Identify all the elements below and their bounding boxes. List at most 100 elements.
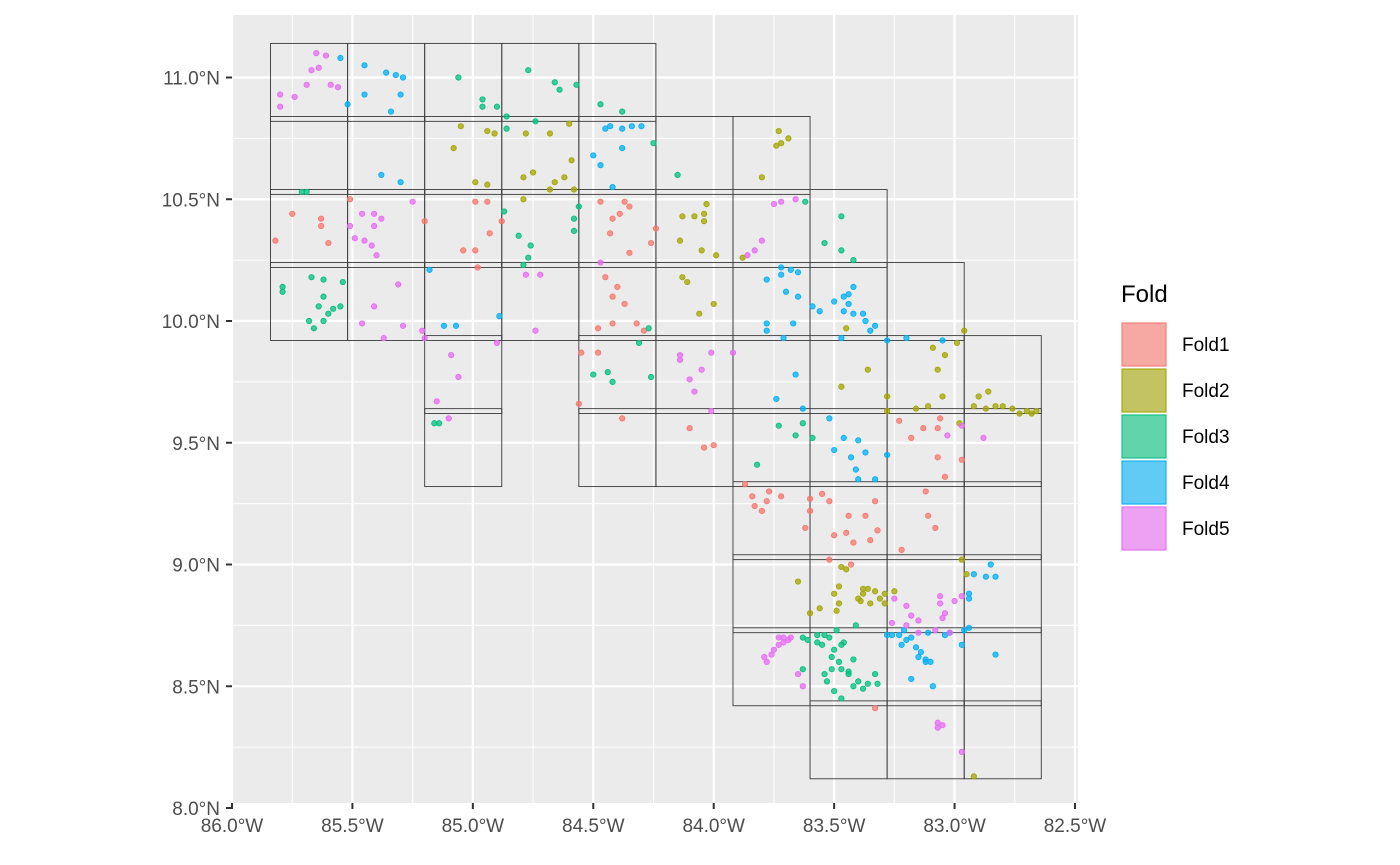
- data-point: [397, 91, 404, 98]
- data-point: [850, 539, 857, 546]
- data-point: [823, 678, 831, 685]
- data-point: [392, 71, 399, 79]
- data-point: [799, 634, 806, 641]
- data-point: [920, 425, 927, 432]
- data-point: [676, 356, 684, 364]
- data-point: [778, 140, 785, 147]
- major-gridlines: [230, 15, 1078, 803]
- data-point: [708, 349, 715, 356]
- spatial-block: [424, 335, 503, 414]
- data-point: [864, 585, 871, 592]
- data-point: [773, 142, 780, 149]
- data-point: [782, 288, 790, 295]
- x-tick-label: 83.5°W: [803, 816, 866, 837]
- data-point: [884, 632, 891, 639]
- data-point: [859, 590, 867, 597]
- data-point: [833, 627, 840, 634]
- data-point: [602, 125, 609, 132]
- data-point: [546, 186, 554, 193]
- data-point: [958, 641, 965, 648]
- data-point: [855, 476, 862, 483]
- data-point: [409, 198, 416, 205]
- data-point: [864, 680, 871, 687]
- data-point: [867, 327, 874, 334]
- data-point: [491, 130, 498, 137]
- data-point: [999, 403, 1006, 410]
- data-point: [525, 67, 532, 74]
- data-point: [859, 310, 867, 317]
- data-point: [436, 420, 443, 427]
- data-point: [604, 369, 611, 376]
- data-point: [679, 274, 686, 281]
- data-point: [884, 407, 891, 415]
- data-point: [778, 264, 785, 271]
- data-point: [896, 417, 903, 424]
- data-point: [934, 454, 941, 461]
- data-point: [946, 629, 953, 636]
- data-point: [1033, 407, 1040, 415]
- data-point: [809, 434, 816, 441]
- data-point: [790, 320, 797, 327]
- data-point: [686, 425, 693, 432]
- data-point: [802, 524, 809, 532]
- spatial-block: [963, 700, 1042, 780]
- data-point: [937, 593, 944, 600]
- data-point: [908, 612, 915, 619]
- data-point: [927, 658, 934, 666]
- data-point: [472, 198, 479, 205]
- data-point: [871, 588, 879, 595]
- data-point: [912, 405, 920, 412]
- data-point: [318, 222, 325, 230]
- data-point: [619, 108, 626, 115]
- data-point: [794, 293, 802, 300]
- data-point: [595, 325, 602, 332]
- data-point: [484, 198, 491, 205]
- data-point: [874, 680, 881, 687]
- data-point: [520, 196, 527, 203]
- data-point: [980, 434, 987, 441]
- data-point: [399, 322, 407, 329]
- data-point: [785, 135, 792, 142]
- data-point: [455, 373, 462, 381]
- data-point: [792, 371, 799, 378]
- data-point: [992, 651, 999, 658]
- data-points: [272, 50, 1040, 780]
- data-point: [862, 512, 869, 519]
- data-point: [597, 101, 604, 108]
- data-point: [573, 81, 580, 88]
- data-point: [1016, 410, 1023, 417]
- data-point: [876, 595, 884, 602]
- data-point: [361, 62, 368, 69]
- data-point: [346, 222, 354, 230]
- data-point: [450, 145, 457, 152]
- data-point: [368, 242, 375, 249]
- data-point: [761, 653, 768, 661]
- data-point: [486, 230, 493, 237]
- data-point: [546, 130, 554, 137]
- data-point: [647, 373, 655, 381]
- data-point: [387, 108, 395, 115]
- legend: Fold Fold1 Fold2 Fold3 Fold4 Fold5: [1121, 281, 1230, 551]
- data-point: [703, 201, 710, 208]
- data-point: [908, 434, 915, 441]
- data-point: [322, 52, 330, 59]
- legend-title: Fold: [1121, 281, 1168, 308]
- data-point: [763, 498, 770, 505]
- data-point: [831, 532, 838, 539]
- data-point: [729, 349, 737, 356]
- data-point: [792, 196, 799, 203]
- data-point: [652, 225, 660, 232]
- data-point: [358, 210, 366, 217]
- data-point: [532, 118, 539, 125]
- data-point: [529, 169, 537, 176]
- spatial-block: [963, 481, 1042, 561]
- data-point: [831, 446, 838, 454]
- data-point: [1028, 410, 1035, 417]
- data-point: [809, 303, 816, 310]
- data-point: [522, 271, 529, 278]
- data-point: [871, 476, 879, 483]
- data-point: [741, 481, 749, 488]
- data-point: [684, 278, 691, 286]
- data-point: [561, 174, 568, 181]
- data-point: [806, 507, 814, 515]
